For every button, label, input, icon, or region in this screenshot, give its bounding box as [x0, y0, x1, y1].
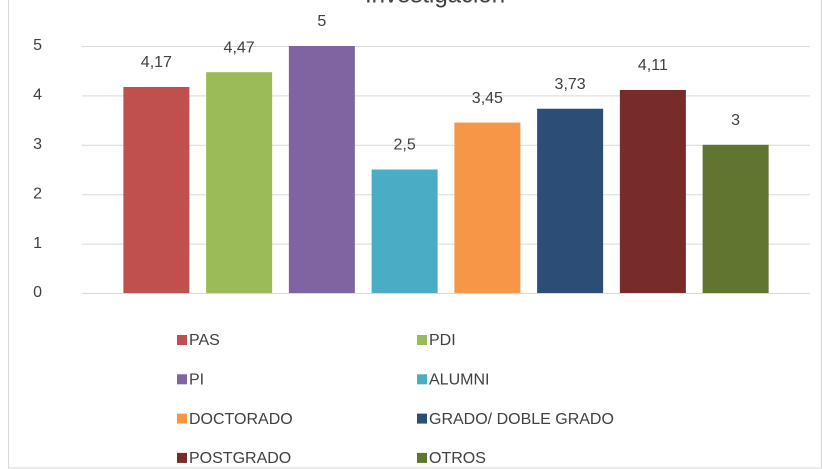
legend-label: POSTGRADO — [189, 450, 291, 467]
bar — [123, 87, 190, 293]
y-tick-label: 2 — [33, 185, 42, 202]
bar — [288, 46, 355, 293]
data-label: 3,73 — [555, 76, 586, 93]
legend-label: PAS — [189, 332, 220, 349]
legend-swatch — [417, 413, 427, 424]
legend-swatch — [177, 374, 187, 385]
y-tick-label: 5 — [33, 37, 42, 54]
legend-swatch — [417, 335, 427, 345]
data-label: 4,47 — [224, 39, 255, 56]
data-label: 4,17 — [141, 54, 172, 71]
bar — [206, 72, 273, 293]
data-label: 5 — [317, 13, 326, 30]
legend-swatch — [177, 335, 187, 345]
legend-label: PDI — [429, 332, 456, 349]
chart-border — [8, 0, 822, 469]
legend-label: ALUMNI — [429, 372, 489, 389]
bar — [371, 169, 438, 293]
y-tick-label: 3 — [33, 136, 42, 153]
data-label: 3 — [731, 112, 740, 129]
bar — [537, 108, 604, 293]
legend-swatch — [177, 413, 187, 424]
legend-swatch — [417, 452, 427, 463]
legend-swatch — [417, 374, 427, 385]
y-tick-label: 0 — [33, 284, 42, 301]
y-tick-label: 1 — [33, 235, 42, 252]
y-tick-label: 4 — [33, 87, 42, 104]
data-label: 2,5 — [394, 137, 416, 154]
legend-swatch — [177, 452, 187, 463]
bar — [619, 89, 686, 293]
legend-label: OTROS — [429, 450, 486, 467]
legend-label: DOCTORADO — [189, 411, 293, 428]
data-label: 4,11 — [638, 57, 668, 74]
bar — [702, 144, 769, 293]
data-label: 3,45 — [472, 90, 503, 107]
legend-label: GRADO/ DOBLE GRADO — [429, 411, 614, 428]
bar — [454, 122, 521, 293]
chart-title: Investigación — [365, 0, 505, 8]
legend-label: PI — [189, 372, 204, 389]
